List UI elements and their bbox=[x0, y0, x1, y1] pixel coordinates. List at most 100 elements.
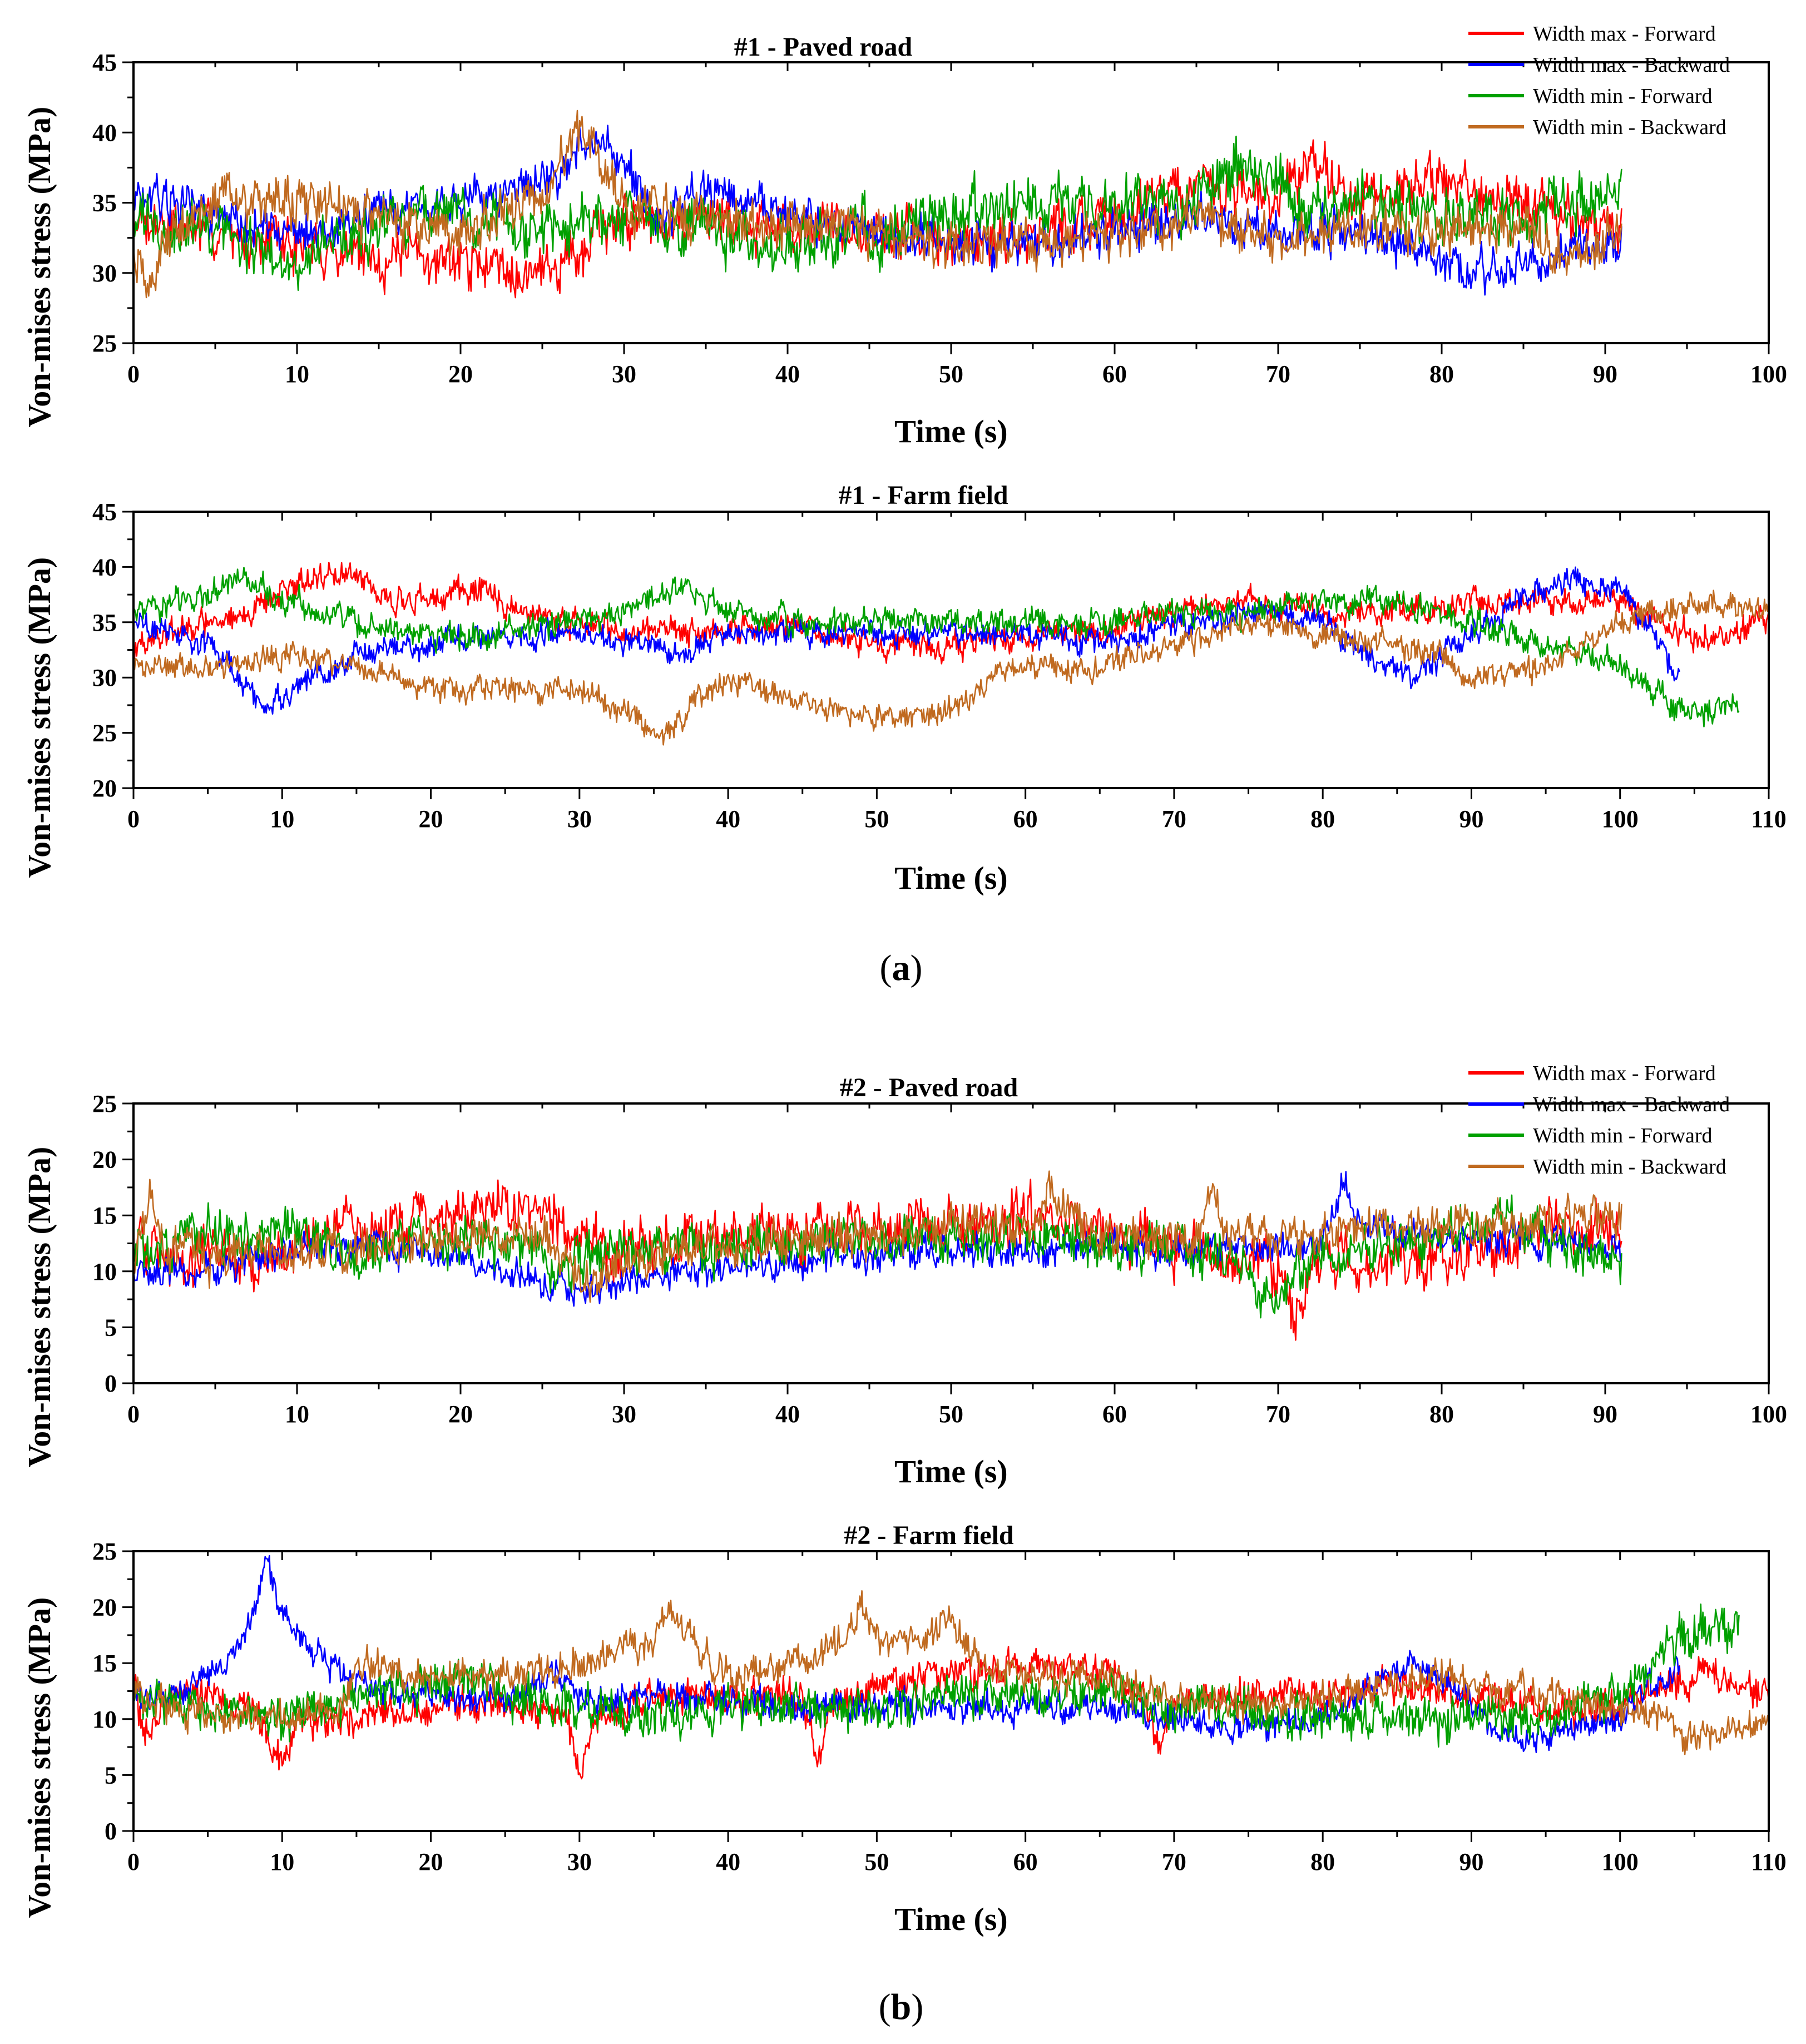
x-tick-label: 30 bbox=[612, 360, 636, 388]
x-tick-label: 20 bbox=[448, 1400, 473, 1428]
x-tick-label: 10 bbox=[270, 1848, 294, 1875]
chart-4-title: #2 - Farm field bbox=[844, 1521, 1014, 1550]
x-tick-label: 80 bbox=[1429, 1400, 1454, 1428]
y-tick-label: 30 bbox=[92, 260, 117, 287]
series-line-width-max-forward bbox=[132, 139, 1622, 299]
series-line-width-min-forward bbox=[132, 567, 1740, 727]
chart-4-y-axis-title: Von-mises stress (MPa) bbox=[21, 1597, 57, 1918]
caption-a: (a) bbox=[880, 948, 923, 988]
chart-2-ticks: 0 10 20 30 40 50 60 70 80 90 100 110 20 25 30 35 40 45 bbox=[92, 498, 1787, 833]
chart-2-x-axis-title: Time (s) bbox=[894, 860, 1008, 896]
legend-label-width-max-backward: Width max - Backward bbox=[1533, 53, 1730, 77]
x-tick-label: 20 bbox=[448, 360, 473, 388]
x-tick-label: 70 bbox=[1162, 805, 1186, 833]
y-tick-label: 5 bbox=[105, 1761, 117, 1789]
x-tick-label: 100 bbox=[1602, 805, 1639, 833]
y-tick-label: 0 bbox=[105, 1818, 117, 1845]
chart-3-paved-road: 0 10 20 30 40 50 60 70 80 90 100 0 5 10 15 20 25 #2 - Pa… bbox=[21, 1062, 1787, 1489]
x-tick-label: 0 bbox=[127, 805, 140, 833]
legend-label-width-min-forward: Width min - Forward bbox=[1533, 85, 1712, 108]
chart-4-ticks: 0 10 20 30 40 50 60 70 80 90 100 110 0 5 10 15 20 25 bbox=[92, 1538, 1787, 1875]
series-line-width-max-forward bbox=[133, 1646, 1770, 1780]
x-tick-label: 10 bbox=[270, 805, 294, 833]
chart-3-legend: Width max - Forward Width max - Backward… bbox=[1468, 1062, 1730, 1179]
chart-4-x-axis-title: Time (s) bbox=[894, 1901, 1008, 1937]
x-tick-label: 90 bbox=[1593, 360, 1617, 388]
y-tick-label: 5 bbox=[105, 1314, 117, 1341]
x-tick-label: 80 bbox=[1310, 805, 1335, 833]
series-line-width-min-backward bbox=[132, 110, 1622, 299]
y-tick-label: 10 bbox=[92, 1258, 117, 1285]
x-tick-label: 60 bbox=[1013, 1848, 1038, 1875]
y-tick-label: 20 bbox=[92, 1146, 117, 1174]
x-tick-label: 90 bbox=[1593, 1400, 1617, 1428]
x-tick-label: 50 bbox=[864, 805, 889, 833]
x-tick-label: 30 bbox=[567, 805, 592, 833]
x-tick-label: 110 bbox=[1751, 1848, 1787, 1875]
y-tick-label: 35 bbox=[92, 190, 117, 217]
x-tick-label: 100 bbox=[1750, 360, 1787, 388]
x-tick-label: 80 bbox=[1310, 1848, 1335, 1875]
x-tick-label: 90 bbox=[1459, 1848, 1483, 1875]
x-tick-label: 50 bbox=[939, 360, 963, 388]
x-tick-label: 100 bbox=[1750, 1400, 1787, 1428]
x-tick-label: 50 bbox=[939, 1400, 963, 1428]
legend-label-width-min-backward: Width min - Backward bbox=[1533, 1155, 1726, 1179]
y-tick-label: 40 bbox=[92, 553, 117, 581]
chart-1-paved-road: 0 10 20 30 40 50 60 70 80 90 100 25 30 35 40 45 #1 - Pa… bbox=[21, 22, 1787, 449]
y-tick-label: 45 bbox=[92, 498, 117, 526]
x-tick-label: 20 bbox=[419, 805, 443, 833]
x-tick-label: 60 bbox=[1013, 805, 1038, 833]
x-tick-label: 40 bbox=[716, 1848, 740, 1875]
chart-1-legend: Width max - Forward Width max - Backward… bbox=[1468, 22, 1730, 139]
x-tick-label: 40 bbox=[775, 1400, 800, 1428]
chart-4-series-group bbox=[132, 1555, 1770, 1780]
legend-label-width-min-backward: Width min - Backward bbox=[1533, 116, 1726, 139]
chart-3-ticks: 0 10 20 30 40 50 60 70 80 90 100 0 5 10 15 20 25 bbox=[92, 1090, 1787, 1428]
y-tick-label: 15 bbox=[92, 1650, 117, 1677]
series-line-width-min-backward bbox=[133, 590, 1770, 746]
legend-label-width-max-forward: Width max - Forward bbox=[1533, 22, 1716, 46]
chart-3-title: #2 - Paved road bbox=[840, 1073, 1018, 1102]
chart-4-farm-field: 0 10 20 30 40 50 60 70 80 90 100 110 0 5 10 15 20 25 #2 -… bbox=[21, 1521, 1787, 1937]
chart-2-title: #1 - Farm field bbox=[838, 481, 1008, 510]
caption-b: (b) bbox=[879, 1987, 924, 2027]
chart-2-series-group bbox=[132, 562, 1770, 746]
x-tick-label: 70 bbox=[1266, 1400, 1290, 1428]
chart-1-y-axis-title: Von-mises stress (MPa) bbox=[21, 107, 57, 428]
x-tick-label: 10 bbox=[285, 1400, 309, 1428]
chart-2-farm-field: 0 10 20 30 40 50 60 70 80 90 100 110 20 25 30 35 40 45 #1… bbox=[21, 481, 1787, 896]
x-tick-label: 70 bbox=[1266, 360, 1290, 388]
x-tick-label: 0 bbox=[127, 1400, 140, 1428]
series-line-width-min-backward bbox=[132, 1590, 1770, 1755]
x-tick-label: 30 bbox=[567, 1848, 592, 1875]
x-tick-label: 60 bbox=[1102, 360, 1127, 388]
chart-2-y-axis-title: Von-mises stress (MPa) bbox=[21, 557, 57, 878]
x-tick-label: 40 bbox=[716, 805, 740, 833]
series-line-width-max-backward bbox=[132, 1171, 1622, 1307]
y-tick-label: 35 bbox=[92, 609, 117, 636]
y-tick-label: 0 bbox=[105, 1370, 117, 1397]
chart-1-ticks: 0 10 20 30 40 50 60 70 80 90 100 25 30 35 40 45 bbox=[92, 49, 1787, 388]
legend-label-width-max-forward: Width max - Forward bbox=[1533, 1062, 1716, 1085]
chart-3-series-group bbox=[132, 1170, 1622, 1341]
x-tick-label: 40 bbox=[775, 360, 800, 388]
series-line-width-min-forward bbox=[132, 1603, 1740, 1748]
series-line-width-max-forward bbox=[132, 562, 1770, 665]
y-tick-label: 40 bbox=[92, 119, 117, 146]
legend-label-width-min-forward: Width min - Forward bbox=[1533, 1124, 1712, 1147]
x-tick-label: 20 bbox=[419, 1848, 443, 1875]
x-tick-label: 70 bbox=[1162, 1848, 1186, 1875]
y-tick-label: 45 bbox=[92, 49, 117, 76]
y-tick-label: 10 bbox=[92, 1706, 117, 1733]
y-tick-label: 30 bbox=[92, 664, 117, 691]
y-tick-label: 25 bbox=[92, 330, 117, 357]
x-tick-label: 10 bbox=[285, 360, 309, 388]
chart-1-title: #1 - Paved road bbox=[734, 32, 913, 62]
x-tick-label: 0 bbox=[127, 360, 140, 388]
x-tick-label: 90 bbox=[1459, 805, 1483, 833]
x-tick-label: 100 bbox=[1602, 1848, 1639, 1875]
x-tick-label: 0 bbox=[127, 1848, 140, 1875]
y-tick-label: 20 bbox=[92, 775, 117, 802]
